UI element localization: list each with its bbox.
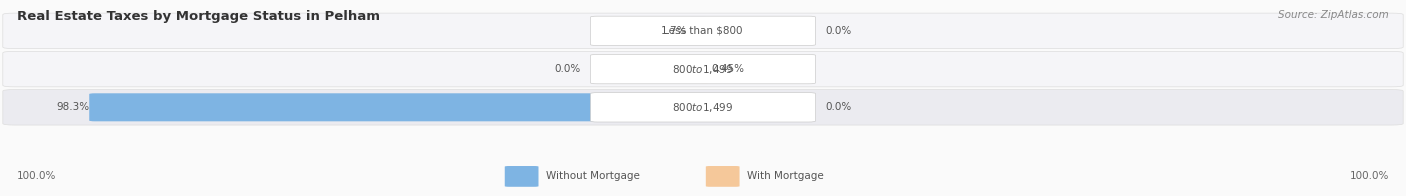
Text: Less than $800: Less than $800 — [664, 26, 742, 36]
FancyBboxPatch shape — [3, 90, 1403, 125]
FancyBboxPatch shape — [591, 54, 815, 84]
Text: Source: ZipAtlas.com: Source: ZipAtlas.com — [1278, 10, 1389, 20]
Text: $800 to $1,499: $800 to $1,499 — [672, 63, 734, 76]
Text: Real Estate Taxes by Mortgage Status in Pelham: Real Estate Taxes by Mortgage Status in … — [17, 10, 380, 23]
Text: $800 to $1,499: $800 to $1,499 — [672, 101, 734, 114]
Text: Without Mortgage: Without Mortgage — [546, 171, 640, 181]
FancyBboxPatch shape — [3, 13, 1403, 49]
FancyBboxPatch shape — [591, 93, 815, 122]
FancyBboxPatch shape — [591, 16, 815, 46]
FancyBboxPatch shape — [697, 55, 711, 83]
Text: 98.3%: 98.3% — [56, 102, 89, 112]
Text: 0.45%: 0.45% — [711, 64, 744, 74]
Text: 100.0%: 100.0% — [17, 171, 56, 181]
Text: 1.7%: 1.7% — [661, 26, 688, 36]
Text: 0.0%: 0.0% — [554, 64, 581, 74]
FancyBboxPatch shape — [706, 166, 740, 187]
Text: With Mortgage: With Mortgage — [747, 171, 824, 181]
Text: 100.0%: 100.0% — [1350, 171, 1389, 181]
FancyBboxPatch shape — [89, 93, 709, 121]
Text: 0.0%: 0.0% — [825, 102, 852, 112]
FancyBboxPatch shape — [688, 17, 709, 45]
Text: 0.0%: 0.0% — [825, 26, 852, 36]
FancyBboxPatch shape — [505, 166, 538, 187]
FancyBboxPatch shape — [3, 51, 1403, 87]
